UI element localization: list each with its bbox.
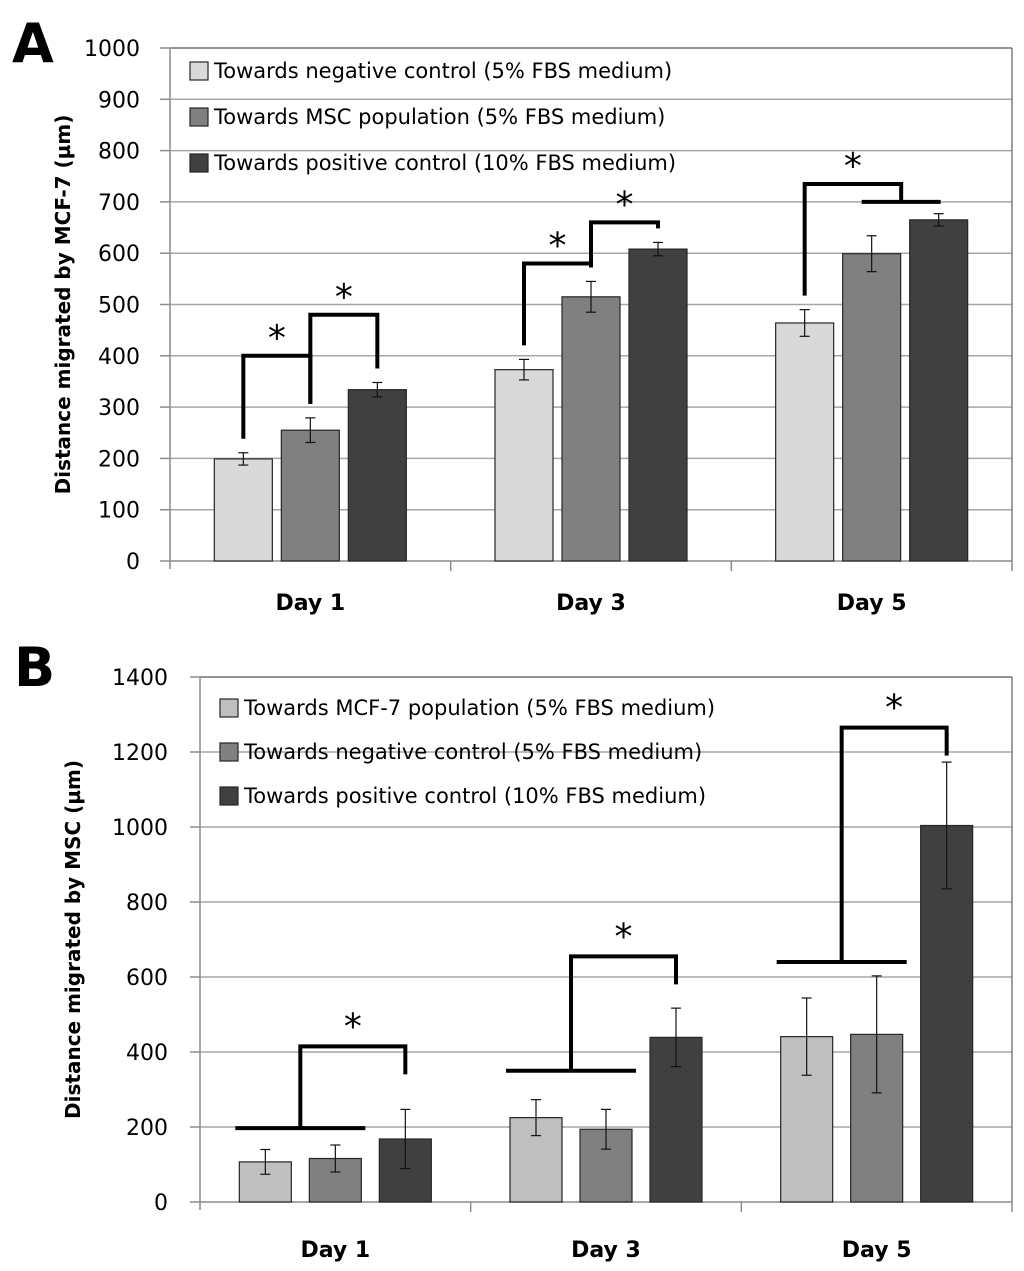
significance-bracket bbox=[839, 725, 949, 962]
significance-bracket bbox=[241, 353, 313, 439]
legend-swatch bbox=[219, 786, 239, 806]
bar bbox=[842, 253, 902, 562]
y-tick-label: 200 bbox=[126, 1116, 168, 1141]
legend-label: Towards positive control (10% FBS medium… bbox=[213, 151, 676, 175]
y-tick-label: 1000 bbox=[84, 37, 140, 62]
chart-panel-b: B 0 200 400 600 800 1000 1200 1400 Distance migra… bbox=[14, 636, 1013, 1263]
significance-star: * bbox=[885, 688, 903, 729]
y-tick-label: 1400 bbox=[112, 666, 168, 691]
legend-label: Towards positive control (10% FBS medium… bbox=[243, 784, 706, 808]
significance-star: * bbox=[844, 146, 862, 187]
y-tick-label: 800 bbox=[126, 891, 168, 916]
legend-label: Towards MCF-7 population (5% FBS medium) bbox=[243, 696, 715, 720]
panel-label: A bbox=[12, 12, 54, 75]
panel-label: B bbox=[14, 636, 55, 699]
x-tick-label: Day 5 bbox=[837, 591, 907, 616]
x-tick-label: Day 3 bbox=[571, 1238, 641, 1263]
bar bbox=[347, 389, 407, 562]
y-tick-label: 100 bbox=[98, 499, 140, 524]
bar bbox=[909, 219, 969, 562]
y-tick-label: 200 bbox=[98, 447, 140, 472]
legend-label: Towards negative control (5% FBS medium) bbox=[213, 59, 672, 83]
y-tick-label: 600 bbox=[126, 966, 168, 991]
y-tick-label: 700 bbox=[98, 191, 140, 216]
y-tick-label: 500 bbox=[98, 294, 140, 319]
bar bbox=[213, 458, 273, 562]
significance-bracket bbox=[802, 181, 904, 296]
x-tick-label: Day 5 bbox=[842, 1238, 912, 1263]
legend: Towards MCF-7 population (5% FBS medium)… bbox=[219, 696, 715, 808]
y-axis-label: Distance migrated by MSC (µm) bbox=[61, 760, 85, 1119]
bar bbox=[494, 369, 554, 562]
legend-swatch bbox=[189, 153, 209, 173]
y-tick-label: 0 bbox=[154, 1191, 168, 1216]
significance-bracket bbox=[308, 312, 380, 404]
legend-swatch bbox=[219, 742, 239, 762]
x-tick-label: Day 1 bbox=[300, 1238, 370, 1263]
legend-label: Towards MSC population (5% FBS medium) bbox=[213, 105, 665, 129]
y-tick-label: 1000 bbox=[112, 816, 168, 841]
y-tick-label: 600 bbox=[98, 242, 140, 267]
y-tick-label: 400 bbox=[98, 345, 140, 370]
y-tick-label: 1200 bbox=[112, 741, 168, 766]
significance-star: * bbox=[344, 1006, 362, 1047]
significance-bracket bbox=[569, 954, 678, 1071]
y-tick-label: 300 bbox=[98, 396, 140, 421]
y-tick-label: 400 bbox=[126, 1041, 168, 1066]
significance-star: * bbox=[549, 225, 567, 266]
y-tick-label: 800 bbox=[98, 140, 140, 165]
significance-bracket bbox=[589, 220, 660, 268]
significance-star: * bbox=[615, 916, 633, 957]
significance-star: * bbox=[268, 318, 286, 359]
significance-star: * bbox=[335, 277, 353, 318]
legend-swatch bbox=[189, 107, 209, 127]
y-axis-label: Distance migrated by MCF-7 (µm) bbox=[51, 115, 75, 495]
x-tick-label: Day 1 bbox=[275, 591, 345, 616]
significance-bracket bbox=[298, 1044, 408, 1129]
legend: Towards negative control (5% FBS medium)… bbox=[189, 59, 676, 175]
bar bbox=[775, 322, 835, 562]
significance-star: * bbox=[616, 184, 634, 225]
y-tick-label: 900 bbox=[98, 88, 140, 113]
chart-panel-a: A 0 100 200 300 400 500 600 700 800 900 1000 Distanc… bbox=[12, 12, 1013, 616]
x-tick-label: Day 3 bbox=[556, 591, 626, 616]
legend-label: Towards negative control (5% FBS medium) bbox=[243, 740, 702, 764]
y-tick-label: 0 bbox=[126, 550, 140, 575]
bar bbox=[628, 248, 688, 562]
legend-swatch bbox=[189, 61, 209, 81]
legend-swatch bbox=[219, 698, 239, 718]
bar bbox=[561, 296, 621, 562]
bar bbox=[280, 429, 340, 562]
